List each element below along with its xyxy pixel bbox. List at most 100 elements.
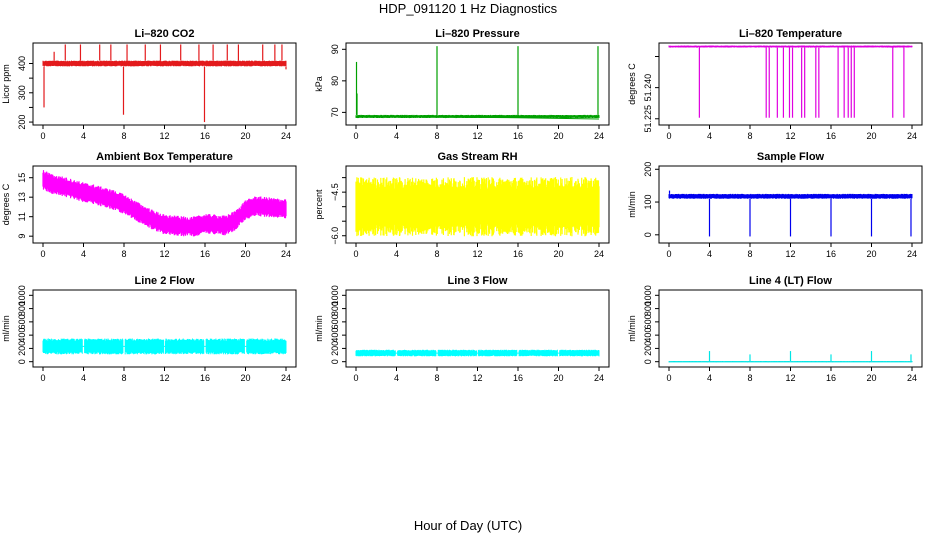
y-tick-label: 0 — [643, 359, 653, 364]
panel-title: Li–820 Pressure — [435, 28, 519, 40]
x-tick-label: 12 — [159, 373, 169, 383]
y-tick-label: 70 — [330, 107, 340, 117]
plot-frame — [32, 42, 297, 126]
data-series — [42, 170, 287, 237]
x-tick-label: 16 — [200, 131, 210, 141]
x-tick-label: 0 — [353, 373, 358, 383]
x-tick-label: 12 — [472, 249, 482, 259]
x-tick-label: 16 — [513, 249, 523, 259]
panel-title: Line 2 Flow — [135, 275, 195, 287]
panel-title: Gas Stream RH — [437, 151, 517, 163]
plot-frame — [32, 289, 297, 368]
x-tick-label: 20 — [553, 249, 563, 259]
y-axis-label: ml/min — [314, 315, 324, 342]
x-tick-label: 20 — [240, 131, 250, 141]
x-tick-label: 16 — [826, 131, 836, 141]
data-series — [42, 338, 287, 355]
y-tick-label: 200 — [17, 341, 27, 356]
x-tick-label: 12 — [785, 249, 795, 259]
figure-x-axis-label: Hour of Day (UTC) — [413, 518, 523, 533]
panel-6: Sample Flow ml/min 0 4 8 12 16 20 24 0 100 200 — [627, 151, 923, 259]
panel-1: Li–820 CO2 Licor ppm 0 4 8 12 16 20 24 200 300 400 — [1, 28, 297, 141]
figure-title: HDP_091120 1 Hz Diagnostics — [378, 1, 558, 16]
y-tick-label: 0 — [330, 359, 340, 364]
panel-title: Line 3 Flow — [448, 275, 508, 287]
x-tick-label: 4 — [394, 131, 399, 141]
x-tick-label: 20 — [240, 249, 250, 259]
x-tick-label: 8 — [747, 373, 752, 383]
x-tick-label: 8 — [121, 373, 126, 383]
x-tick-label: 16 — [513, 373, 523, 383]
y-tick-label: 800 — [330, 301, 340, 316]
x-tick-label: 24 — [594, 249, 604, 259]
x-tick-label: 8 — [434, 131, 439, 141]
x-tick-label: 16 — [513, 131, 523, 141]
data-series — [668, 190, 913, 237]
x-tick-label: 12 — [159, 131, 169, 141]
x-tick-label: 16 — [200, 249, 210, 259]
x-tick-label: 16 — [826, 373, 836, 383]
y-tick-label: 200 — [330, 341, 340, 356]
x-tick-label: 12 — [785, 131, 795, 141]
panel-title: Ambient Box Temperature — [96, 151, 233, 163]
y-tick-label: 400 — [17, 56, 27, 71]
y-tick-label: 800 — [17, 301, 27, 316]
x-tick-label: 16 — [200, 373, 210, 383]
y-tick-label: 800 — [643, 301, 653, 316]
x-tick-label: 24 — [594, 373, 604, 383]
y-tick-label: 400 — [643, 328, 653, 343]
plot-frame — [345, 42, 610, 126]
x-tick-label: 8 — [434, 249, 439, 259]
y-axis-label: ml/min — [1, 315, 11, 342]
data-series — [355, 46, 600, 120]
data-series — [668, 351, 913, 363]
x-tick-label: 8 — [747, 249, 752, 259]
x-tick-label: 0 — [353, 131, 358, 141]
x-tick-label: 12 — [472, 131, 482, 141]
x-tick-label: 24 — [907, 373, 917, 383]
panel-title: Li–820 Temperature — [739, 28, 842, 40]
y-tick-label: 0 — [17, 359, 27, 364]
y-axis-label: kPa — [314, 76, 324, 92]
x-tick-label: 20 — [866, 373, 876, 383]
x-tick-label: 12 — [785, 373, 795, 383]
y-tick-label: 90 — [330, 44, 340, 54]
x-tick-label: 4 — [81, 249, 86, 259]
y-axis-label: degrees C — [627, 63, 637, 105]
x-tick-label: 24 — [907, 249, 917, 259]
y-tick-label: 400 — [330, 328, 340, 343]
y-tick-label: 200 — [643, 162, 653, 177]
panel-5: Gas Stream RH percent 0 4 8 12 16 20 24 −6.0 −4.5 — [314, 151, 610, 259]
panel-title: Sample Flow — [757, 151, 825, 163]
x-tick-label: 24 — [281, 249, 291, 259]
x-tick-label: 4 — [81, 131, 86, 141]
y-tick-label: 1000 — [17, 285, 27, 305]
y-axis-label: percent — [314, 189, 324, 220]
y-axis-label: ml/min — [627, 191, 637, 218]
y-axis-label: Licor ppm — [1, 64, 11, 104]
x-tick-label: 4 — [707, 249, 712, 259]
x-tick-label: 0 — [666, 373, 671, 383]
panel-2: Li–820 Pressure kPa 0 4 8 12 16 20 24 70 80 90 — [314, 28, 610, 141]
panel-title: Line 4 (LT) Flow — [749, 275, 832, 287]
y-tick-label: −4.5 — [330, 183, 340, 201]
x-tick-label: 0 — [666, 131, 671, 141]
y-tick-label: 300 — [17, 85, 27, 100]
plot-frame — [658, 42, 923, 126]
x-tick-label: 0 — [40, 249, 45, 259]
y-tick-label: 0 — [643, 232, 653, 237]
x-tick-label: 16 — [826, 249, 836, 259]
panel-8: Line 3 Flow ml/min 0 4 8 12 16 20 24 0 20040060080… — [314, 275, 610, 383]
y-tick-label: 600 — [330, 314, 340, 329]
x-tick-label: 4 — [707, 373, 712, 383]
series-band — [42, 170, 287, 237]
y-tick-label: 600 — [17, 314, 27, 329]
panel-9: Line 4 (LT) Flow ml/min 0 4 8 12 16 20 24 0 200400… — [627, 275, 923, 383]
x-tick-label: 0 — [353, 249, 358, 259]
x-tick-label: 8 — [121, 249, 126, 259]
panel-7: Line 2 Flow ml/min 0 4 8 12 16 20 24 0 20040060080… — [1, 275, 297, 383]
x-tick-label: 4 — [707, 131, 712, 141]
y-tick-label: 200 — [17, 115, 27, 130]
x-tick-label: 20 — [866, 131, 876, 141]
